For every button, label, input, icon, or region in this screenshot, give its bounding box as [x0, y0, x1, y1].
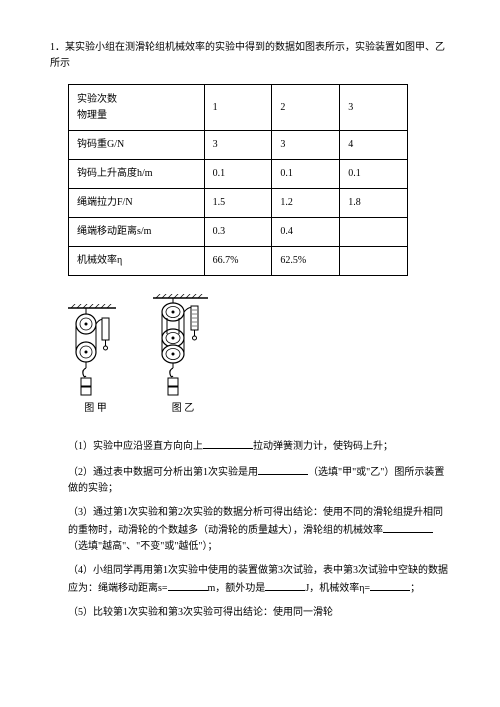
table-row: 钩码重G/N 3 3 4	[69, 131, 408, 160]
sub-q2: （2）通过表中数据可分析出第1次实验是用（选填"甲"或"乙"）图所示装置做的实验…	[68, 463, 450, 497]
row-label: 钩码上升高度h/m	[69, 160, 205, 189]
text: （1）实验中应沿竖直方向向上	[68, 441, 203, 452]
cell: 0.1	[340, 160, 408, 189]
row-label: 绳端移动距离s/m	[69, 218, 205, 247]
intro-text: 某实验小组在测滑轮组机械效率的实验中得到的数据如图表所示，实验装置如图甲、乙所示	[50, 42, 445, 69]
cell	[340, 218, 408, 247]
caption-jia: 图 甲	[68, 401, 123, 417]
text: m，额外功是	[208, 583, 266, 594]
table-row: 绳端移动距离s/m 0.3 0.4	[69, 218, 408, 247]
diagram-area: 图 甲	[68, 294, 450, 417]
header-line1: 实验次数	[77, 92, 196, 108]
row-label: 钩码重G/N	[69, 131, 205, 160]
col-3: 3	[340, 85, 408, 131]
text: （选填"越高"、"不变"或"越低"）；	[68, 541, 218, 552]
blank-input[interactable]	[265, 579, 305, 591]
sub-q1: （1）实验中应沿竖直方向向上 拉动弹簧测力计，使钩码上升；	[68, 437, 450, 455]
col-1: 1	[204, 85, 272, 131]
blank-input[interactable]	[203, 437, 253, 449]
cell: 3	[204, 131, 272, 160]
text: （5）比较第1次实验和第3次实验可得出结论：使用同一滑轮	[68, 607, 333, 618]
cell: 0.1	[204, 160, 272, 189]
cell: 1.8	[340, 189, 408, 218]
cell: 1.2	[272, 189, 340, 218]
sub-q3: （3）通过第1次实验和第2次实验的数据分析可得出结论：使用不同的滑轮组提升相同的…	[68, 505, 450, 555]
text: （2）通过表中数据可分析出第1次实验是用	[68, 467, 258, 478]
cell: 0.4	[272, 218, 340, 247]
cell: 62.5%	[272, 247, 340, 276]
cell	[340, 247, 408, 276]
blank-input[interactable]	[383, 521, 433, 533]
table-row: 绳端拉力F/N 1.5 1.2 1.8	[69, 189, 408, 218]
caption-yi: 图 乙	[153, 401, 213, 417]
diagram-yi: 图 乙	[153, 294, 213, 417]
table-row: 机械效率η 66.7% 62.5%	[69, 247, 408, 276]
sub-q4: （4）小组同学再用第1次实验中使用的装置做第3次试验，表中第3次试验中空缺的数据…	[68, 563, 450, 597]
pulley-jia-icon	[68, 304, 123, 399]
header-line2: 物理量	[77, 108, 196, 124]
pulley-yi-icon	[153, 294, 213, 399]
text: ；	[410, 583, 420, 594]
row-header: 实验次数 物理量	[69, 85, 205, 131]
text: J，机械效率η=	[305, 583, 370, 594]
cell: 0.1	[272, 160, 340, 189]
q-number: 1．	[50, 42, 65, 53]
row-label: 绳端拉力F/N	[69, 189, 205, 218]
data-table: 实验次数 物理量 1 2 3 钩码重G/N 3 3 4 钩码上升高度h/m 0.…	[68, 84, 408, 276]
diagram-jia: 图 甲	[68, 304, 123, 417]
sub-q5: （5）比较第1次实验和第3次实验可得出结论：使用同一滑轮	[68, 605, 450, 621]
blank-input[interactable]	[370, 579, 410, 591]
table-row: 钩码上升高度h/m 0.1 0.1 0.1	[69, 160, 408, 189]
cell: 66.7%	[204, 247, 272, 276]
cell: 1.5	[204, 189, 272, 218]
cell: 0.3	[204, 218, 272, 247]
blank-input[interactable]	[168, 579, 208, 591]
row-label: 机械效率η	[69, 247, 205, 276]
cell: 3	[272, 131, 340, 160]
table-row: 实验次数 物理量 1 2 3	[69, 85, 408, 131]
col-2: 2	[272, 85, 340, 131]
text: 拉动弹簧测力计，使钩码上升；	[253, 441, 393, 452]
question-intro: 1．某实验小组在测滑轮组机械效率的实验中得到的数据如图表所示，实验装置如图甲、乙…	[50, 40, 450, 72]
blank-input[interactable]	[258, 463, 308, 475]
cell: 4	[340, 131, 408, 160]
